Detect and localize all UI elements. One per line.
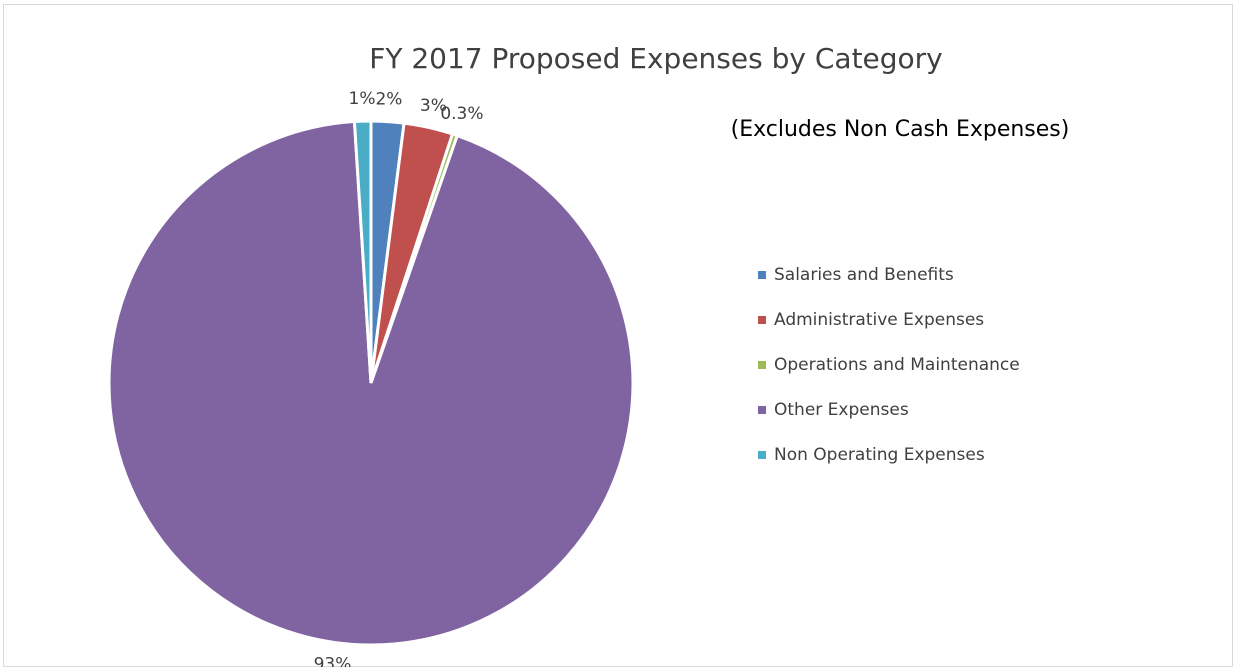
- legend-label: Operations and Maintenance: [774, 355, 1020, 375]
- chart-title: FY 2017 Proposed Expenses by Category: [369, 42, 943, 75]
- legend-label: Non Operating Expenses: [774, 445, 985, 465]
- legend-label: Administrative Expenses: [774, 310, 984, 330]
- legend-marker: [758, 451, 766, 459]
- legend-marker: [758, 271, 766, 279]
- data-label: 2%: [375, 90, 402, 110]
- data-label: 0.3%: [440, 104, 483, 124]
- pie-slice: [107, 119, 635, 647]
- data-label: 1%: [349, 89, 376, 109]
- data-label: 3%: [420, 96, 447, 116]
- legend-marker: [758, 316, 766, 324]
- data-label: 93%: [314, 654, 352, 667]
- legend-label: Salaries and Benefits: [774, 265, 954, 285]
- legend-label: Other Expenses: [774, 400, 909, 420]
- legend-marker: [758, 406, 766, 414]
- chart-subtitle: (Excludes Non Cash Expenses): [731, 117, 1070, 142]
- pie-slice: [352, 119, 373, 384]
- legend-marker: [758, 361, 766, 369]
